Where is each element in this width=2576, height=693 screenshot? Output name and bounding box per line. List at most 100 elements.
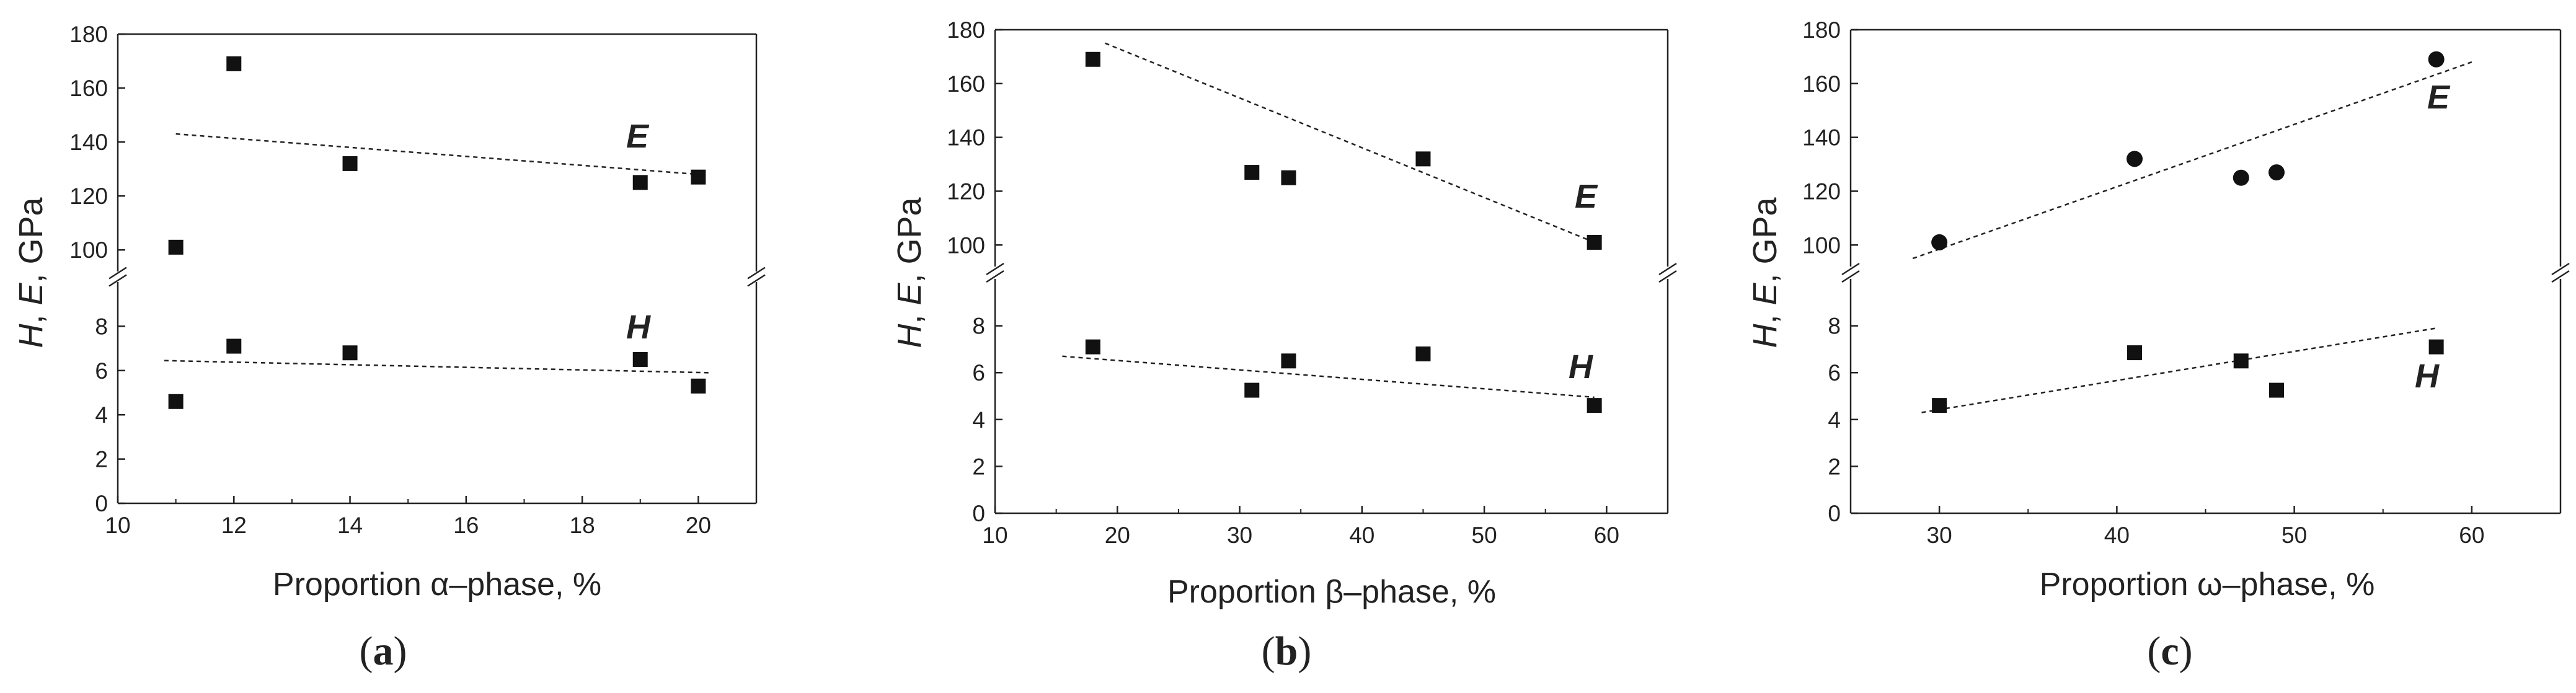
x-tick-label: 18	[570, 513, 595, 538]
y-tick-label: 4	[972, 407, 985, 433]
chart-b: 10 20 30 40 50 60 100 120 140 160 180 0 2 4 6 8 E H Propor…	[891, 17, 1677, 674]
panel-caption: (c)	[2147, 629, 2192, 674]
axis-break-mark	[1658, 262, 1677, 276]
y-tick-label: 8	[972, 314, 985, 339]
trend-line-H	[164, 360, 710, 374]
y-tick-label: 2	[95, 447, 108, 472]
chart-a: 10 12 14 16 18 20 100 120 140 160 180 0 2 4 6 8 E H Propor…	[12, 22, 766, 674]
y-tick-label: 180	[1802, 17, 1841, 43]
y-tick-label: 0	[1828, 501, 1841, 526]
series-label-H: H	[1569, 348, 1593, 386]
data-point-H	[2269, 382, 2284, 398]
y-tick-label: 100	[69, 237, 108, 263]
chart-c: 30 40 50 60 100 120 140 160 180 0 2 4 6 8 E H Proportion…	[1746, 17, 2570, 674]
y-tick-label: 6	[1828, 360, 1841, 386]
x-tick-label: 20	[1105, 523, 1130, 548]
axis-break-mark	[747, 267, 766, 280]
y-tick-label: 0	[95, 491, 108, 516]
x-tick-label: 20	[686, 513, 711, 538]
x-axis-label: Proportion β–phase, %	[1167, 574, 1496, 610]
x-tick-label: 50	[1472, 523, 1497, 548]
y-tick-label: 180	[69, 22, 108, 47]
y-tick-label: 160	[69, 76, 108, 101]
data-point-H	[632, 351, 648, 367]
y-tick-label: 0	[972, 501, 985, 526]
x-axis-label: Proportion α–phase, %	[273, 567, 601, 603]
data-point-H	[2127, 345, 2142, 361]
series-label-H: H	[2415, 358, 2440, 395]
trend-line-H	[1062, 355, 1595, 399]
data-point-E	[2428, 51, 2445, 68]
axis-break-mark	[1841, 262, 1860, 276]
x-tick-label: 12	[221, 513, 247, 538]
data-point-H	[2428, 339, 2444, 355]
panel-caption: (a)	[360, 629, 407, 674]
x-tick-label: 60	[1594, 523, 1619, 548]
axis-break-mark	[986, 262, 1004, 276]
y-axis-label: H, E, GPa	[891, 196, 928, 348]
axis-break-mark	[986, 270, 1004, 283]
data-point-E	[632, 175, 648, 190]
y-tick-label: 100	[1802, 232, 1841, 258]
axis-break-mark	[1841, 270, 1860, 283]
x-tick-label: 30	[1927, 523, 1952, 548]
y-tick-label: 120	[69, 183, 108, 209]
y-tick-label: 2	[972, 454, 985, 479]
y-tick-label: 6	[95, 358, 108, 384]
y-tick-label: 140	[1802, 125, 1841, 151]
data-point-E	[168, 239, 184, 255]
y-tick-label: 120	[947, 179, 985, 204]
data-point-E	[1085, 51, 1100, 67]
data-point-H	[1932, 398, 1947, 413]
series-label-E: E	[626, 118, 650, 155]
y-tick-label: 2	[1828, 454, 1841, 479]
x-tick-label: 16	[453, 513, 479, 538]
panel-caption: (b)	[1262, 629, 1312, 674]
data-point-E	[2127, 151, 2143, 167]
trend-line-E	[175, 133, 699, 175]
axis-break-mark	[747, 274, 766, 287]
data-point-E	[1415, 151, 1431, 167]
trend-line-H	[1921, 327, 2437, 413]
data-point-E	[691, 169, 706, 185]
data-point-H	[2233, 353, 2249, 369]
axis-break-mark	[2551, 270, 2570, 283]
data-point-E	[2268, 164, 2285, 181]
data-point-E	[2233, 169, 2249, 186]
series-label-H: H	[626, 309, 651, 346]
data-point-E	[1931, 234, 1948, 250]
data-point-E	[226, 56, 242, 71]
data-point-H	[1587, 398, 1602, 413]
data-point-E	[1281, 170, 1296, 185]
x-tick-label: 30	[1227, 523, 1252, 548]
x-tick-label: 10	[982, 523, 1007, 548]
series-label-E: E	[1575, 178, 1598, 215]
x-axis-label: Proportion ω–phase, %	[2040, 567, 2375, 603]
x-tick-label: 40	[1349, 523, 1374, 548]
y-tick-label: 4	[95, 402, 108, 428]
data-point-E	[1244, 165, 1260, 180]
axis-break-mark	[108, 267, 127, 280]
y-tick-label: 180	[947, 17, 985, 43]
data-point-H	[1415, 346, 1431, 361]
y-tick-label: 160	[1802, 71, 1841, 97]
data-point-H	[342, 345, 358, 361]
trend-line-E	[1912, 61, 2472, 260]
y-tick-label: 160	[947, 71, 985, 97]
axis-break-mark	[1658, 270, 1677, 283]
data-point-E	[342, 156, 358, 171]
data-point-E	[1587, 234, 1602, 250]
series-label-E: E	[2427, 79, 2451, 116]
y-tick-label: 120	[1802, 179, 1841, 204]
data-point-H	[691, 378, 706, 394]
x-tick-label: 60	[2459, 523, 2484, 548]
y-tick-label: 6	[972, 360, 985, 386]
y-tick-label: 140	[947, 125, 985, 151]
x-tick-label: 40	[2104, 523, 2130, 548]
data-point-H	[1244, 382, 1260, 398]
y-tick-label: 8	[95, 314, 108, 339]
y-tick-label: 140	[69, 130, 108, 155]
x-tick-label: 14	[337, 513, 363, 538]
trend-line-E	[1105, 42, 1595, 244]
